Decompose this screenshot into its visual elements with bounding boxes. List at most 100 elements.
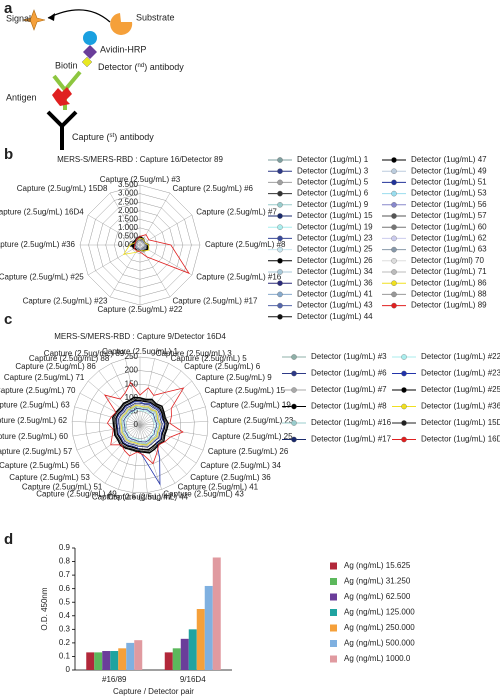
legend-label: Detector (1ug/mL) #17 — [311, 435, 392, 444]
category-label: Capture (2.5ug/mL) 36 — [190, 473, 271, 482]
legend-marker — [391, 157, 397, 163]
legend-label: Detector (1ug/mL) 62 — [411, 234, 487, 243]
grid-ring — [114, 219, 166, 271]
legend-label: Detector (1ug/mL) #3 — [311, 352, 387, 361]
category-label: Capture (2.5ug/mL) #22 — [98, 305, 183, 314]
capture-antibody — [46, 110, 78, 150]
legend-label: Detector (1ug/mL) 51 — [411, 178, 487, 187]
legend-label: Detector (1ug/mL) 88 — [411, 290, 487, 299]
legend-label: Detector (1ug/mL) 34 — [297, 267, 373, 276]
legend-label: Ag (ng/mL) 500.000 — [344, 639, 415, 648]
legend-marker — [291, 403, 297, 410]
category-label: Capture (2.5ug/mL) 71 — [4, 373, 85, 382]
legend-marker — [277, 202, 283, 208]
r-tick-label: 50 — [129, 407, 138, 416]
series-line — [136, 241, 146, 249]
legend-label: Detector (1ug/mL) 1 — [297, 155, 369, 164]
spoke — [139, 370, 182, 426]
sup: nd — [138, 63, 145, 69]
hrp — [83, 45, 97, 59]
category-label: Capture (2.5ug/mL) 53 — [9, 473, 90, 482]
bar — [188, 629, 197, 670]
legend-marker — [277, 258, 283, 264]
grid-ring — [96, 201, 184, 289]
spoke — [125, 358, 141, 426]
bar — [102, 651, 111, 670]
category-label: Capture (2.5ug/mL) #6 — [173, 184, 254, 193]
r-tick-label: 1.500 — [118, 214, 139, 223]
legend-marker — [401, 420, 407, 426]
panel-label: a — [4, 0, 13, 17]
legend-swatch — [330, 562, 337, 570]
category-label: Capture (2.5ug/mL) 1 — [102, 347, 179, 356]
spoke — [139, 392, 201, 426]
legend-marker — [277, 280, 283, 286]
legend-marker — [277, 179, 283, 186]
legend-marker — [277, 302, 283, 309]
series-line — [120, 404, 161, 446]
spoke — [79, 392, 141, 426]
category-label: Capture (2.5ug/mL) 88 — [29, 354, 110, 363]
legend-marker — [401, 370, 407, 377]
spoke — [104, 424, 141, 484]
category-label: Capture (2.5ug/mL) #36 — [0, 240, 76, 249]
legend-label: Detector (1ug/mL) 89 — [411, 301, 487, 310]
y-tick-label: 0.3 — [59, 624, 71, 633]
grid-ring — [71, 356, 209, 493]
bar — [86, 652, 95, 670]
legend-label: Detector (1ug/mL) #22 — [421, 352, 500, 361]
panel-label: c — [4, 311, 12, 328]
legend-marker — [291, 370, 297, 377]
grid-ring — [85, 370, 195, 480]
y-tick-label: 0.4 — [59, 611, 71, 620]
avidin — [83, 31, 97, 45]
series-line — [112, 396, 169, 454]
grid-ring — [79, 184, 201, 306]
legend-label: Detector (1ug/mL) 23 — [297, 234, 373, 243]
signal-star — [22, 9, 46, 31]
spoke — [109, 192, 141, 246]
y-axis-label: O.D. 450nm — [40, 587, 49, 630]
series-line — [124, 409, 157, 442]
grid-ring — [126, 411, 154, 439]
legend-marker — [291, 354, 297, 360]
grid-ring — [122, 227, 158, 263]
r-tick-label: 2.500 — [118, 197, 139, 206]
y-tick-label: 0.5 — [59, 597, 71, 606]
legend-label: Detector (1ug/mL) 19 — [297, 222, 373, 231]
legend-label: Detector (1ug/mL) 86 — [411, 278, 487, 287]
legend-label: Ag (ng/mL) 31.250 — [344, 577, 411, 586]
bar — [180, 638, 189, 670]
category-label: Capture (2.5ug/mL) #16 — [196, 273, 281, 282]
label: Avidin-HRP — [100, 44, 146, 54]
text: Capture ( — [72, 132, 110, 142]
bar — [134, 640, 143, 670]
legend-swatch — [330, 593, 337, 601]
series-line — [115, 399, 166, 451]
legend-label: Detector (1ug/mL) 56 — [411, 200, 487, 209]
legend-marker — [401, 387, 407, 393]
category-label: Capture (2.5ug/mL) 86 — [15, 362, 96, 371]
legend-label: Detector (1ug/mL) 16D4 — [421, 435, 500, 444]
legend-label: Detector (1ug/mL) 41 — [297, 290, 373, 299]
x-tick-label: 9/16D4 — [180, 675, 206, 684]
panel-label: d — [4, 531, 13, 548]
legend-label: Detector (1ug/mL) 49 — [411, 166, 487, 175]
spoke — [139, 424, 162, 490]
spoke — [93, 424, 141, 475]
spoke — [139, 406, 206, 426]
arrowhead — [48, 13, 55, 21]
legend-marker — [391, 190, 397, 197]
legend-marker — [277, 168, 283, 174]
y-tick-label: 0 — [66, 665, 71, 674]
legend-marker — [277, 190, 283, 197]
legend-swatch — [330, 578, 337, 585]
y-tick-label: 0.1 — [59, 652, 71, 661]
category-label: Capture (2.5ug/mL) 47 — [92, 493, 173, 502]
legend-swatch — [330, 609, 337, 616]
legend-label: Detector (1ug/mL) 63 — [411, 245, 487, 254]
legend-marker — [391, 291, 397, 298]
label: Antigen — [6, 92, 37, 102]
r-tick-label: 0.500 — [118, 232, 139, 241]
